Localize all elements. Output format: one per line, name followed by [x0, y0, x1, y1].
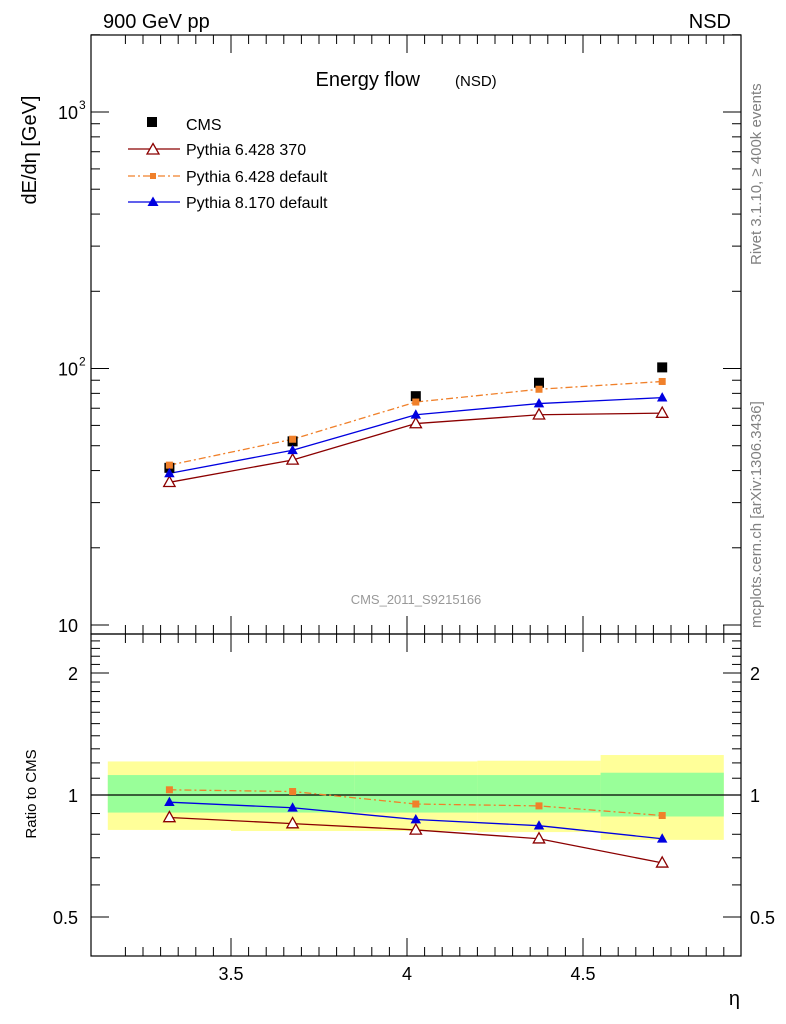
main-cms-point — [410, 391, 421, 402]
ratio-pythia-6-428-default-line — [169, 789, 663, 817]
ratio-y-tick-label-right: 1 — [750, 786, 760, 806]
legend-py6-default-label: Pythia 6.428 default — [186, 169, 328, 186]
legend: CMS Pythia 6.428 370 Pythia 6.428 defaul… — [128, 117, 328, 212]
main-series-markers — [162, 362, 670, 488]
main-pythia-6-428-370-point — [655, 405, 670, 418]
main-pythia-8-170-default-point — [533, 398, 545, 408]
x-tick-label: 3.5 — [218, 964, 243, 984]
ratio-plot-frame — [90, 633, 742, 957]
main-pythia-6-428-370-point — [285, 452, 300, 465]
ratio-y-tick-label: 2 — [68, 664, 78, 684]
ratio-pythia-6-428-370-point — [532, 831, 546, 844]
ratio-pythia-6-428-370-point — [285, 816, 300, 829]
main-y-tick-exponent: 2 — [79, 355, 86, 369]
legend-cms-label: CMS — [186, 117, 222, 134]
main-pythia-6-428-370-point — [532, 407, 546, 420]
ratio-pythia-6-428-370-point — [408, 822, 423, 835]
main-pythia-8-170-default-point — [656, 392, 668, 402]
ratio-pythia-6-428-default-point — [412, 800, 420, 808]
main-pythia-6-428-default-point — [658, 377, 666, 385]
main-chart-title-suffix: (NSD) — [455, 73, 497, 90]
ratio-series-markers — [162, 786, 670, 868]
ratio-pythia-6-428-default-point — [165, 786, 173, 794]
ratio-y-tick-label-right: 2 — [750, 664, 760, 684]
ratio-pythia-8-170-default-point — [656, 833, 668, 843]
main-cms-point — [657, 362, 668, 373]
main-pythia-6-428-370-point — [162, 474, 177, 488]
legend-py8-default-label: Pythia 8.170 default — [186, 195, 328, 212]
legend-py8-default-marker — [147, 196, 159, 206]
main-pythia-8-170-default-line — [169, 396, 663, 475]
main-pythia-6-428-default-point — [165, 461, 173, 469]
legend-py6-370-label: Pythia 6.428 370 — [186, 142, 306, 159]
ratio-pythia-6-428-370-point — [162, 810, 177, 823]
main-pythia-6-428-default-point — [412, 398, 420, 406]
main-pythia-8-170-default-point — [287, 444, 298, 455]
ratio-panel: 0.5 0.5 1 1 2 2 3.5 4 4.5 Ratio to CMS η — [23, 633, 775, 1010]
ratio-y-tick-label: 0.5 — [53, 908, 78, 928]
main-pythia-6-428-default-point — [535, 385, 543, 393]
ratio-pythia-8-170-default-point — [287, 802, 298, 812]
ratio-pythia-6-428-default-point — [658, 812, 666, 820]
main-y-tick-label: 10 — [58, 360, 78, 380]
ratio-pythia-6-428-default-point — [289, 788, 297, 796]
legend-py6-370-marker — [145, 142, 161, 155]
ratio-y-axis-label: Ratio to CMS — [23, 749, 40, 838]
main-pythia-6-428-default-point — [289, 435, 297, 443]
main-pythia-8-170-default-point — [410, 409, 422, 419]
main-y-tick-label: 10 — [58, 103, 78, 123]
ratio-inner-band — [107, 775, 231, 813]
main-y-tick-label: 10 — [58, 616, 78, 636]
ratio-y-tick-label-right: 0.5 — [750, 908, 775, 928]
x-tick-label: 4.5 — [570, 964, 595, 984]
ratio-pythia-8-170-default-point — [410, 814, 422, 824]
legend-py6-default-marker — [150, 173, 156, 179]
ratio-pythia-8-170-default-point — [533, 820, 545, 830]
x-axis-label: η — [729, 988, 740, 1010]
rivet-version-label: Rivet 3.1.10, ≥ 400k events — [748, 83, 765, 265]
mcplots-reference-label: mcplots.cern.ch [arXiv:1306.3436] — [748, 401, 765, 628]
main-cms-point — [534, 377, 544, 388]
ratio-pythia-8-170-default-point — [164, 796, 175, 807]
ratio-pythia-6-428-370-point — [655, 855, 670, 868]
analysis-watermark: CMS_2011_S9215166 — [351, 592, 482, 607]
ratio-x-tick-labels: 3.5 4 4.5 — [218, 964, 595, 984]
ratio-pythia-6-428-default-point — [535, 802, 543, 810]
main-pythia-6-428-370-point — [408, 416, 423, 429]
main-chart-title: Energy flow — [316, 69, 421, 91]
legend-cms-marker — [147, 117, 157, 127]
header-left-label: 900 GeV pp — [103, 11, 210, 33]
header-right-label: NSD — [689, 11, 731, 33]
main-y-axis-label: dE/dη [GeV] — [19, 96, 41, 205]
main-pythia-8-170-default-point — [164, 467, 175, 478]
ratio-axis-ticks — [91, 634, 741, 956]
ratio-y-tick-label: 1 — [68, 786, 78, 806]
ratio-y-tick-labels: 0.5 0.5 1 1 2 2 — [53, 664, 775, 928]
main-y-tick-exponent: 3 — [79, 98, 86, 112]
x-tick-label: 4 — [402, 964, 412, 984]
